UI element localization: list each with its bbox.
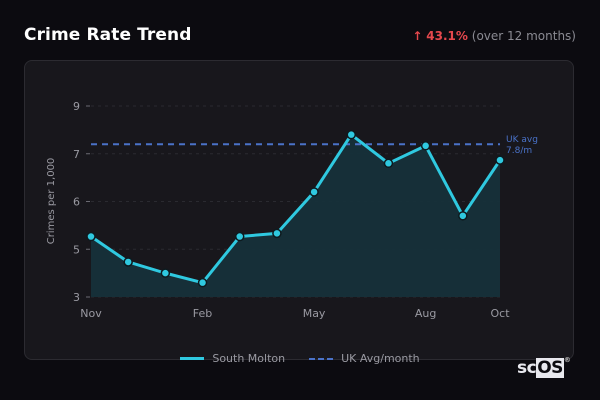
y-tick-label: 9 (73, 100, 80, 113)
logo-prefix: sc (517, 358, 537, 378)
trend-up-arrow-icon: ↑ (412, 29, 423, 43)
dashed-line-swatch-icon (309, 357, 334, 360)
legend-item-south-molton[interactable]: South Molton (180, 352, 285, 365)
x-axis: Nov Feb May Aug Oct (80, 307, 510, 320)
series-line-south-molton (90, 133, 502, 285)
x-tick-label: Nov (80, 307, 102, 320)
data-point[interactable] (197, 277, 208, 288)
uk-avg-annotation-line2: 7.8/m (506, 146, 532, 156)
solid-line-swatch-icon (180, 357, 205, 360)
data-point[interactable] (495, 155, 505, 165)
data-point[interactable] (160, 268, 171, 278)
registered-mark-icon: ® (563, 356, 571, 365)
y-tick-label: 7 (73, 148, 80, 161)
y-tick-label: 3 (73, 291, 80, 304)
y-tick-label: 5 (73, 243, 80, 256)
legend-label: South Molton (212, 352, 286, 365)
chart-legend: South Molton UK Avg/month (0, 352, 600, 365)
trend-change-value: 43.1% (426, 29, 468, 43)
data-points (86, 129, 505, 288)
trend-summary: ↑ 43.1% (over 12 months) (412, 29, 576, 43)
x-tick-label: Oct (490, 307, 510, 320)
data-point[interactable] (234, 231, 245, 242)
legend-label: UK Avg/month (341, 352, 420, 365)
trend-change-period: (over 12 months) (471, 29, 576, 43)
data-point[interactable] (383, 158, 394, 169)
x-tick-label: Aug (415, 307, 436, 320)
data-point[interactable] (346, 129, 357, 140)
series-area-fill (91, 134, 500, 297)
uk-avg-annotation-line1: UK avg (506, 135, 538, 145)
data-point[interactable] (458, 211, 468, 221)
scos-logo: scOS® (517, 356, 571, 378)
y-axis: 3 5 6 7 9 (73, 100, 90, 304)
data-point[interactable] (86, 231, 96, 242)
x-tick-label: May (303, 307, 326, 320)
page-title: Crime Rate Trend (24, 25, 192, 45)
y-tick-label: 6 (73, 196, 80, 209)
data-point[interactable] (272, 228, 282, 239)
data-point[interactable] (123, 257, 133, 267)
legend-item-uk-avg[interactable]: UK Avg/month (309, 352, 420, 365)
data-point[interactable] (309, 187, 319, 197)
data-point[interactable] (420, 141, 431, 151)
y-axis-label: Crimes per 1,000 (46, 158, 57, 245)
logo-box: OS (536, 358, 564, 378)
x-tick-label: Feb (193, 307, 212, 320)
